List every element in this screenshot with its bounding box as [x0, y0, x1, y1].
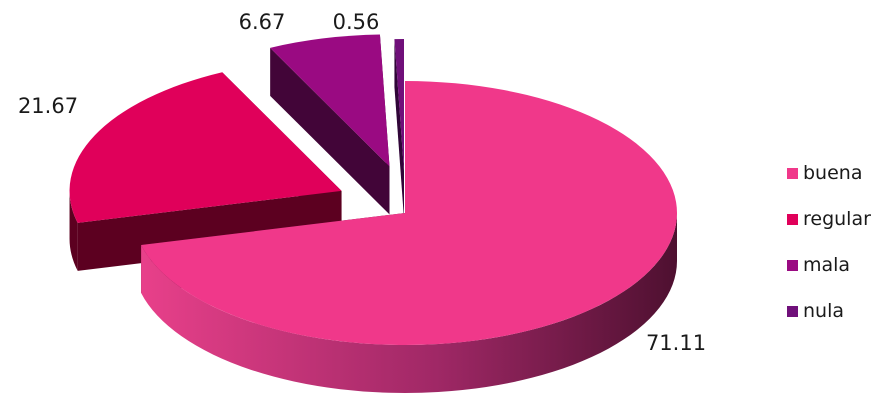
legend-item-mala: mala: [787, 242, 885, 288]
slice-buena: [141, 81, 677, 345]
legend-item-buena: buena: [787, 150, 885, 196]
slice-regular-side-0: [69, 190, 78, 271]
legend-item-regular: regular: [787, 196, 885, 242]
data-label-mala: 6.67: [239, 10, 286, 34]
legend-item-nula: nula: [787, 288, 885, 334]
slice-mala-group: [270, 34, 390, 215]
legend-label-nula: nula: [803, 300, 845, 322]
legend: buena regular mala nula: [787, 150, 885, 334]
legend-swatch-nula: [787, 305, 798, 317]
slice-mala: [270, 34, 390, 167]
legend-swatch-mala: [787, 259, 798, 271]
slice-buena-side-0: [141, 213, 677, 393]
slice-regular: [69, 72, 342, 223]
legend-label-buena: buena: [803, 162, 863, 184]
data-label-buena: 71.11: [646, 331, 706, 355]
slice-nula-group: [394, 39, 405, 220]
slice-nula-wall-start: [394, 39, 405, 220]
legend-swatch-buena: [787, 167, 798, 179]
legend-label-mala: mala: [803, 254, 851, 276]
slice-mala-wall-start: [270, 47, 390, 215]
data-label-regular: 21.67: [18, 94, 78, 118]
legend-swatch-regular: [787, 213, 798, 225]
legend-label-regular: regular: [803, 208, 871, 230]
slice-buena-group: [141, 81, 677, 393]
data-label-nula: 0.56: [333, 10, 380, 34]
slice-nula: [394, 39, 405, 172]
